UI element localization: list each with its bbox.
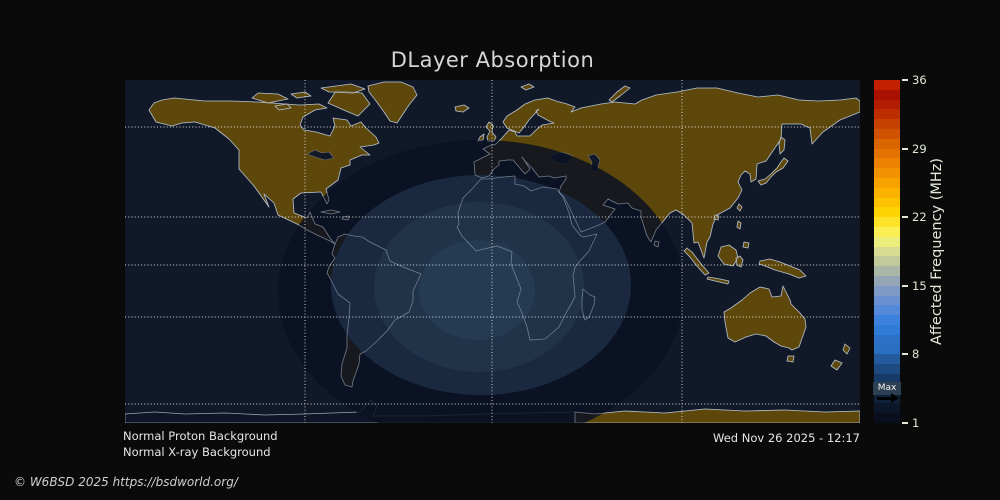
tick-dash: [902, 353, 908, 356]
tick-dash: [902, 284, 908, 287]
status-text: Normal Proton Background Normal X-ray Ba…: [123, 428, 278, 460]
colorbar-segment: [874, 324, 900, 335]
colorbar-segment: [874, 285, 900, 296]
tick-label: 8: [912, 347, 920, 362]
colorbar-segment: [874, 187, 900, 198]
tick-dash: [902, 216, 908, 219]
world-map: [125, 80, 860, 423]
tick-label: 1: [912, 416, 920, 430]
colorbar-segment: [874, 315, 900, 325]
colorbar-segment: [874, 99, 900, 110]
colorbar-segment: [874, 354, 900, 365]
xray-status-line: Normal X-ray Background: [123, 445, 271, 459]
colorbar-segment: [874, 158, 900, 169]
world-map-svg: [125, 80, 860, 423]
colorbar-area: 36 29 22 15 8 1 Max: [873, 73, 1000, 430]
colorbar-segment: [874, 177, 900, 188]
max-arrow-icon: [877, 397, 892, 400]
proton-status-line: Normal Proton Background: [123, 429, 278, 443]
colorbar-segment: [874, 246, 900, 257]
tick-label: 29: [912, 141, 927, 156]
colorbar-tick-1: 1: [902, 416, 919, 430]
colorbar-segment: [874, 373, 900, 384]
colorbar-segment: [874, 226, 900, 237]
colorbar-segment: [874, 168, 900, 178]
colorbar-segment: [874, 403, 900, 414]
colorbar-max-marker: Max: [873, 382, 901, 395]
colorbar-segment: [874, 80, 900, 90]
colorbar-segment: [874, 344, 900, 355]
colorbar-axis-label: Affected Frequency (MHz): [929, 157, 945, 346]
lat-lon-gridlines: [125, 80, 860, 423]
tick-label: 15: [912, 278, 927, 293]
tick-dash: [902, 147, 908, 150]
colorbar-segment: [874, 138, 900, 149]
colorbar-segment: [874, 109, 900, 120]
colorbar: [874, 80, 900, 423]
colorbar-segment: [874, 89, 900, 100]
colorbar-segment: [874, 236, 900, 247]
timestamp: Wed Nov 26 2025 - 12:17: [713, 431, 860, 445]
colorbar-tick-8: 8: [902, 347, 919, 361]
max-arrow-head-icon: [891, 393, 899, 403]
colorbar-segment: [874, 197, 900, 208]
page-title: DLayer Absorption: [390, 48, 595, 72]
absorption-zone-core: [419, 240, 535, 340]
colorbar-segment: [874, 217, 900, 227]
colorbar-segment: [874, 275, 900, 286]
colorbar-segment: [874, 334, 900, 345]
colorbar-segment: [874, 305, 900, 316]
colorbar-segment: [874, 119, 900, 129]
colorbar-tick-36: 36: [902, 73, 927, 87]
tick-label: 36: [912, 73, 927, 87]
colorbar-segment: [874, 256, 900, 267]
colorbar-segment: [874, 295, 900, 306]
copyright-credit: © W6BSD 2025 https://bsdworld.org/: [14, 475, 238, 489]
colorbar-segment: [874, 413, 900, 423]
colorbar-tick-15: 15: [902, 279, 927, 293]
tick-dash: [902, 79, 908, 81]
colorbar-segment: [874, 148, 900, 159]
colorbar-segment: [874, 364, 900, 374]
colorbar-segment: [874, 128, 900, 139]
colorbar-segment: [874, 266, 900, 276]
colorbar-segment: [874, 207, 900, 218]
tick-dash: [902, 422, 908, 424]
tick-label: 22: [912, 210, 927, 225]
colorbar-tick-22: 22: [902, 210, 927, 224]
colorbar-tick-29: 29: [902, 142, 927, 156]
